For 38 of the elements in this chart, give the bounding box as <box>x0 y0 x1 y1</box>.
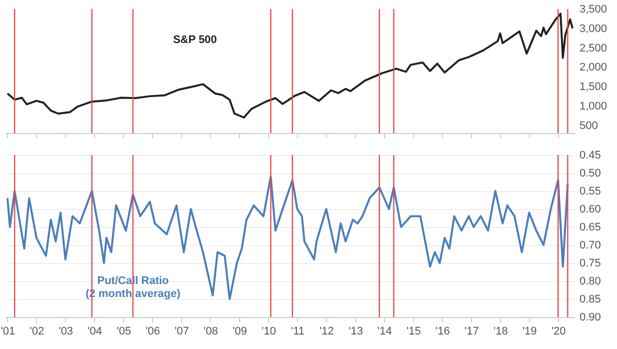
x-tick-label: '01 <box>0 326 16 338</box>
x-tick-label: '18 <box>493 326 508 338</box>
x-tick-label: '16 <box>435 326 450 338</box>
x-tick-label: '10 <box>262 326 276 338</box>
y-tick-label: 2,000 <box>580 62 608 74</box>
y-tick-label: 0.85 <box>580 294 601 306</box>
y-tick-label: 2,500 <box>580 42 608 54</box>
x-tick-label: '06 <box>146 326 160 338</box>
y-tick-label: 0.65 <box>580 222 601 234</box>
y-tick-label: 0.45 <box>580 150 601 162</box>
y-tick-label: 1,000 <box>580 100 608 112</box>
x-tick-label: '19 <box>522 326 537 338</box>
x-tick-label: '13 <box>348 326 363 338</box>
x-tick-label: '05 <box>116 326 132 338</box>
y-tick-label: 0.50 <box>580 168 601 180</box>
y-tick-label: 0.70 <box>580 240 601 252</box>
y-tick-label: 3,500 <box>580 4 608 16</box>
x-tick-label: '20 <box>551 326 566 338</box>
y-tick-label: 3,000 <box>580 22 608 35</box>
y-tick-label: 1,500 <box>580 81 608 93</box>
x-tick-label: '03 <box>58 326 74 338</box>
y-tick-label: 500 <box>580 120 598 132</box>
y-tick-label: 0.55 <box>580 186 601 198</box>
x-tick-label: '14 <box>378 326 392 338</box>
x-tick-label: '04 <box>88 326 102 338</box>
x-tick-label: '15 <box>406 326 421 338</box>
x-tick-label: '17 <box>464 326 479 338</box>
y-tick-label: 0.60 <box>580 204 601 216</box>
y-tick-label: 0.80 <box>580 276 601 288</box>
x-tick-label: '09 <box>232 326 248 338</box>
x-tick-label: '11 <box>290 326 305 338</box>
text: S&P 500 <box>173 34 217 46</box>
x-tick-label: '07 <box>174 326 189 338</box>
y-tick-label: 0.75 <box>580 258 601 270</box>
x-tick-label: '02 <box>30 326 44 338</box>
x-tick-label: '12 <box>320 326 334 338</box>
y-tick-label: 0.90 <box>580 312 601 324</box>
x-tick-label: '08 <box>204 326 218 338</box>
